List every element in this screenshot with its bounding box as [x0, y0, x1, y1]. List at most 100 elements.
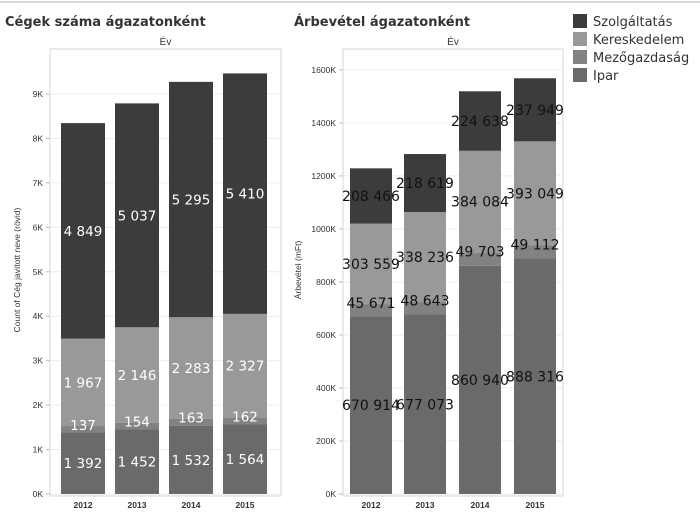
x-tick-label: 2015 [236, 500, 255, 510]
chart-1-title: Cégek száma ágazatonként [5, 15, 206, 30]
legend-label: Mezőgazdaság [593, 51, 689, 66]
data-label: 303 559 [342, 257, 400, 273]
bar-segment [169, 81, 213, 318]
data-label: 5 410 [226, 187, 265, 203]
bar-segment [404, 154, 446, 212]
y-tick-label: 4K [33, 311, 44, 321]
y-tick-label: 9K [33, 89, 44, 99]
bar-segment [404, 301, 446, 315]
data-label: 5 295 [172, 193, 211, 209]
bar-segment [169, 317, 213, 419]
bar-segment [350, 316, 392, 494]
data-label: 1 392 [64, 456, 103, 472]
bar-segment [223, 313, 267, 418]
data-label: 137 [70, 418, 96, 434]
bar-segment [115, 103, 159, 328]
bar-segment [223, 424, 267, 494]
chart-1-companies: Év 0K 1K 2K 3K 4K 5K 6K 7K 8K 9K Count of Cég javít… [12, 35, 282, 510]
data-label: 2 146 [118, 368, 157, 384]
chart-2-revenue: Év 0K 200K 400K 600K 800K 1000K 1200K 1400K 1600K… [293, 35, 564, 510]
bar-segment [459, 150, 501, 253]
data-label: 4 849 [64, 224, 103, 240]
y-tick-label: 200K [316, 436, 336, 446]
chart-2-title: Árbevétel ágazatonként [294, 14, 470, 30]
bar-segment [169, 425, 213, 494]
legend-swatch [573, 14, 587, 28]
data-label: 224 638 [451, 114, 509, 130]
plot-frame [342, 48, 564, 497]
legend-swatch [573, 50, 587, 64]
data-label: 384 084 [451, 195, 509, 211]
bar-segment [459, 91, 501, 151]
legend-label: Szolgáltatás [593, 15, 673, 30]
y-tick-label: 600K [316, 330, 336, 340]
y-tick-label: 5K [33, 267, 44, 277]
y-tick-label: 6K [33, 222, 44, 232]
bar-segment [514, 245, 556, 259]
y-tick-label: 400K [316, 383, 336, 393]
data-label: 208 466 [342, 189, 400, 205]
bar-segment [350, 304, 392, 317]
legend: Szolgáltatás Kereskedelem Mezőgazdaság Ipar [573, 14, 689, 84]
x-tick-label: 2014 [182, 500, 201, 510]
bar-segment [514, 258, 556, 494]
data-label: 338 236 [396, 250, 454, 266]
bar-segment [61, 338, 105, 427]
data-label: 45 671 [347, 296, 396, 312]
data-label: 1 532 [172, 453, 211, 469]
data-label: 670 914 [342, 398, 400, 414]
bar-segment [514, 141, 556, 246]
y-tick-label: 0K [33, 489, 44, 499]
data-label: 1 967 [64, 375, 103, 391]
x-tick-label: 2014 [471, 500, 490, 510]
bar-segment [115, 327, 159, 423]
y-tick-label: 3K [33, 356, 44, 366]
bar-segment [350, 168, 392, 224]
bar-segment [350, 223, 392, 305]
bar-segment [61, 123, 105, 339]
bar-segment [404, 314, 446, 494]
data-label: 49 703 [456, 245, 505, 261]
data-label: 1 452 [118, 455, 157, 471]
data-label: 49 112 [511, 238, 560, 254]
data-label: 2 327 [226, 359, 265, 375]
bar-segment [223, 73, 267, 314]
y-tick-label: 2K [33, 400, 44, 410]
x-tick-label: 2013 [128, 500, 147, 510]
data-label: 48 643 [401, 294, 450, 310]
bar-segment [514, 78, 556, 142]
bar-segment [169, 418, 213, 426]
y-tick-label: 1000K [311, 224, 336, 234]
bar-segment [115, 422, 159, 430]
y-tick-label: 1400K [311, 118, 336, 128]
data-label: 237 949 [506, 103, 564, 119]
bar-segment [459, 252, 501, 266]
data-label: 860 940 [451, 373, 509, 389]
data-label: 393 049 [506, 186, 564, 202]
column-header: Év [160, 35, 172, 48]
x-tick-label: 2012 [74, 500, 93, 510]
x-tick-label: 2013 [416, 500, 435, 510]
y-tick-label: 7K [33, 178, 44, 188]
y-axis-label: Árbevétel (mFt) [293, 241, 303, 300]
data-label: 888 316 [506, 369, 564, 385]
data-label: 677 073 [396, 397, 454, 413]
bar-segment [115, 429, 159, 494]
y-tick-label: 0K [326, 489, 337, 499]
bar-segment [61, 426, 105, 433]
y-tick-label: 800K [316, 277, 336, 287]
data-label: 1 564 [226, 452, 265, 468]
data-label: 2 283 [172, 361, 211, 377]
bar-segment [459, 265, 501, 494]
legend-swatch [573, 68, 587, 82]
column-header: Év [447, 35, 459, 48]
y-tick-label: 1K [33, 445, 44, 455]
y-tick-label: 1200K [311, 171, 336, 181]
bar-segment [61, 432, 105, 494]
bar-segment [223, 417, 267, 425]
data-label: 163 [178, 411, 204, 427]
legend-label: Kereskedelem [593, 33, 684, 48]
y-tick-label: 8K [33, 133, 44, 143]
legend-label: Ipar [593, 69, 619, 84]
